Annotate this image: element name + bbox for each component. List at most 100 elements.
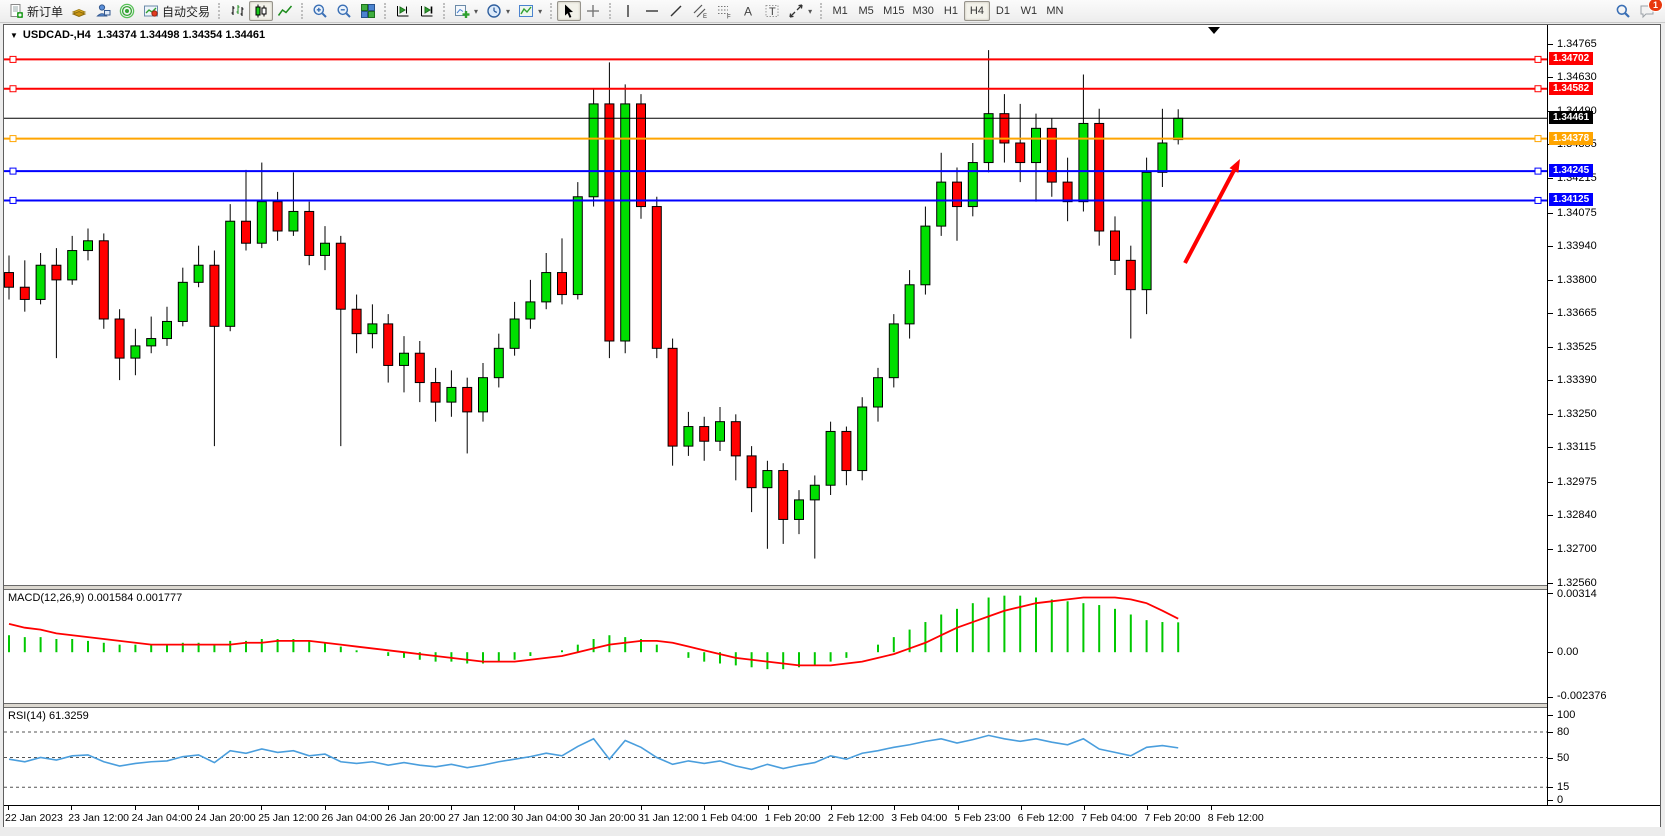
timeframe-h4-button[interactable]: H4 bbox=[963, 1, 990, 21]
pane-divider[interactable] bbox=[4, 703, 1660, 708]
bear-candle[interactable] bbox=[462, 386, 473, 413]
chart-shift-marker[interactable] bbox=[1208, 27, 1220, 34]
chat-button[interactable]: 1 bbox=[1639, 0, 1663, 19]
text-tool-button[interactable]: A bbox=[736, 1, 760, 21]
bull-candle[interactable] bbox=[904, 284, 915, 325]
bull-candle[interactable] bbox=[1078, 122, 1089, 203]
bear-candle[interactable] bbox=[952, 181, 962, 208]
hline-handle[interactable] bbox=[9, 55, 17, 63]
hline-handle[interactable] bbox=[9, 85, 17, 93]
data-window-button[interactable] bbox=[91, 1, 115, 21]
bull-candle[interactable] bbox=[399, 352, 409, 366]
annotation-arrow-shaft[interactable] bbox=[1183, 169, 1236, 264]
bear-candle[interactable] bbox=[667, 347, 678, 447]
bear-candle[interactable] bbox=[1110, 230, 1120, 261]
bull-candle[interactable] bbox=[193, 264, 204, 283]
timeframe-m15-button[interactable]: M15 bbox=[883, 5, 905, 17]
hline-handle[interactable] bbox=[1534, 55, 1542, 63]
time-axis[interactable]: 22 Jan 2023 23 Jan 12:00 24 Jan 04:00 24 Ja… bbox=[4, 805, 1660, 827]
bear-candle[interactable] bbox=[778, 470, 789, 520]
bull-candle[interactable] bbox=[1141, 171, 1152, 291]
auto-scroll-button[interactable] bbox=[415, 1, 439, 21]
bear-candle[interactable] bbox=[841, 430, 852, 472]
chevron-down-icon[interactable]: ▾ bbox=[538, 6, 543, 16]
bear-candle[interactable] bbox=[430, 382, 441, 403]
hline-handle[interactable] bbox=[1534, 196, 1542, 204]
bear-candle[interactable] bbox=[304, 210, 315, 256]
bull-candle[interactable] bbox=[857, 406, 868, 472]
bear-candle[interactable] bbox=[51, 264, 62, 281]
cursor-tool-button[interactable] bbox=[557, 1, 582, 21]
bear-candle[interactable] bbox=[746, 455, 757, 489]
bear-candle[interactable] bbox=[272, 201, 283, 232]
bull-candle[interactable] bbox=[288, 210, 299, 232]
bear-candle[interactable] bbox=[114, 318, 125, 359]
bull-candle[interactable] bbox=[620, 103, 631, 342]
new-order-button[interactable]: 新订单 bbox=[4, 1, 67, 21]
bull-candle[interactable] bbox=[572, 196, 583, 296]
chevron-down-icon[interactable]: ▾ bbox=[808, 6, 813, 16]
bull-candle[interactable] bbox=[130, 345, 141, 359]
bull-candle[interactable] bbox=[825, 430, 836, 486]
chevron-down-icon[interactable]: ▾ bbox=[506, 6, 511, 16]
bear-candle[interactable] bbox=[209, 264, 220, 327]
bear-candle[interactable] bbox=[604, 103, 615, 342]
bear-candle[interactable] bbox=[557, 272, 567, 296]
bear-candle[interactable] bbox=[335, 242, 346, 310]
templates-button[interactable]: ▾ bbox=[514, 1, 546, 21]
bar-chart-button[interactable] bbox=[225, 1, 249, 21]
bull-candle[interactable] bbox=[509, 318, 520, 349]
bull-candle[interactable] bbox=[936, 181, 947, 227]
timeframe-m30-button[interactable]: M30 bbox=[912, 5, 934, 17]
bull-candle[interactable] bbox=[809, 484, 820, 501]
text-label-tool-button[interactable]: T bbox=[760, 1, 784, 21]
pane-divider[interactable] bbox=[4, 585, 1660, 590]
bull-candle[interactable] bbox=[541, 272, 552, 303]
price-chart-canvas[interactable] bbox=[4, 25, 1547, 585]
bear-candle[interactable] bbox=[4, 272, 14, 288]
hline-handle[interactable] bbox=[9, 135, 17, 143]
bull-candle[interactable] bbox=[446, 386, 457, 403]
bear-candle[interactable] bbox=[1015, 142, 1026, 164]
vertical-line-tool-button[interactable] bbox=[616, 1, 640, 21]
signals-button[interactable] bbox=[115, 1, 139, 21]
chart-shift-button[interactable] bbox=[391, 1, 415, 21]
zoom-in-button[interactable] bbox=[308, 1, 332, 21]
hline-handle[interactable] bbox=[1534, 85, 1542, 93]
hline-handle[interactable] bbox=[1534, 167, 1542, 175]
hline-handle[interactable] bbox=[1534, 135, 1542, 143]
tile-windows-button[interactable] bbox=[356, 1, 380, 21]
bear-candle[interactable] bbox=[19, 286, 30, 300]
bull-candle[interactable] bbox=[794, 499, 804, 520]
chart-title[interactable]: ▼ USDCAD-,H4 1.34374 1.34498 1.34354 1.34… bbox=[10, 29, 265, 41]
bull-candle[interactable] bbox=[146, 338, 157, 347]
crosshair-tool-button[interactable] bbox=[581, 1, 605, 21]
bull-candle[interactable] bbox=[762, 470, 773, 489]
add-indicator-button[interactable]: ▾ bbox=[450, 1, 482, 21]
bull-candle[interactable] bbox=[888, 323, 899, 379]
equidistant-channel-tool-button[interactable]: E bbox=[688, 1, 712, 21]
bull-candle[interactable] bbox=[525, 301, 536, 320]
timeframe-h1-button[interactable]: H1 bbox=[943, 5, 958, 17]
bear-candle[interactable] bbox=[999, 113, 1010, 144]
annotation-arrow-head[interactable] bbox=[1229, 159, 1240, 173]
search-icon[interactable] bbox=[1615, 3, 1631, 19]
horizontal-line-tool-button[interactable] bbox=[640, 1, 664, 21]
bear-candle[interactable] bbox=[1062, 181, 1073, 203]
bull-candle[interactable] bbox=[367, 323, 378, 335]
periods-button[interactable]: ▾ bbox=[482, 1, 514, 21]
bull-candle[interactable] bbox=[967, 162, 978, 208]
fibonacci-tool-button[interactable]: F bbox=[712, 1, 736, 21]
bull-candle[interactable] bbox=[320, 242, 330, 256]
bull-candle[interactable] bbox=[1031, 127, 1041, 164]
trend-line-tool-button[interactable] bbox=[664, 1, 688, 21]
bull-candle[interactable] bbox=[715, 421, 725, 442]
bull-candle[interactable] bbox=[67, 250, 78, 281]
hline-handle[interactable] bbox=[9, 167, 17, 175]
macd-pane-canvas[interactable] bbox=[4, 590, 1547, 703]
bear-candle[interactable] bbox=[241, 220, 251, 244]
bear-candle[interactable] bbox=[1125, 259, 1136, 291]
timeframe-m1-button[interactable]: M1 bbox=[832, 5, 848, 17]
bear-candle[interactable] bbox=[351, 308, 362, 335]
bear-candle[interactable] bbox=[98, 240, 109, 320]
